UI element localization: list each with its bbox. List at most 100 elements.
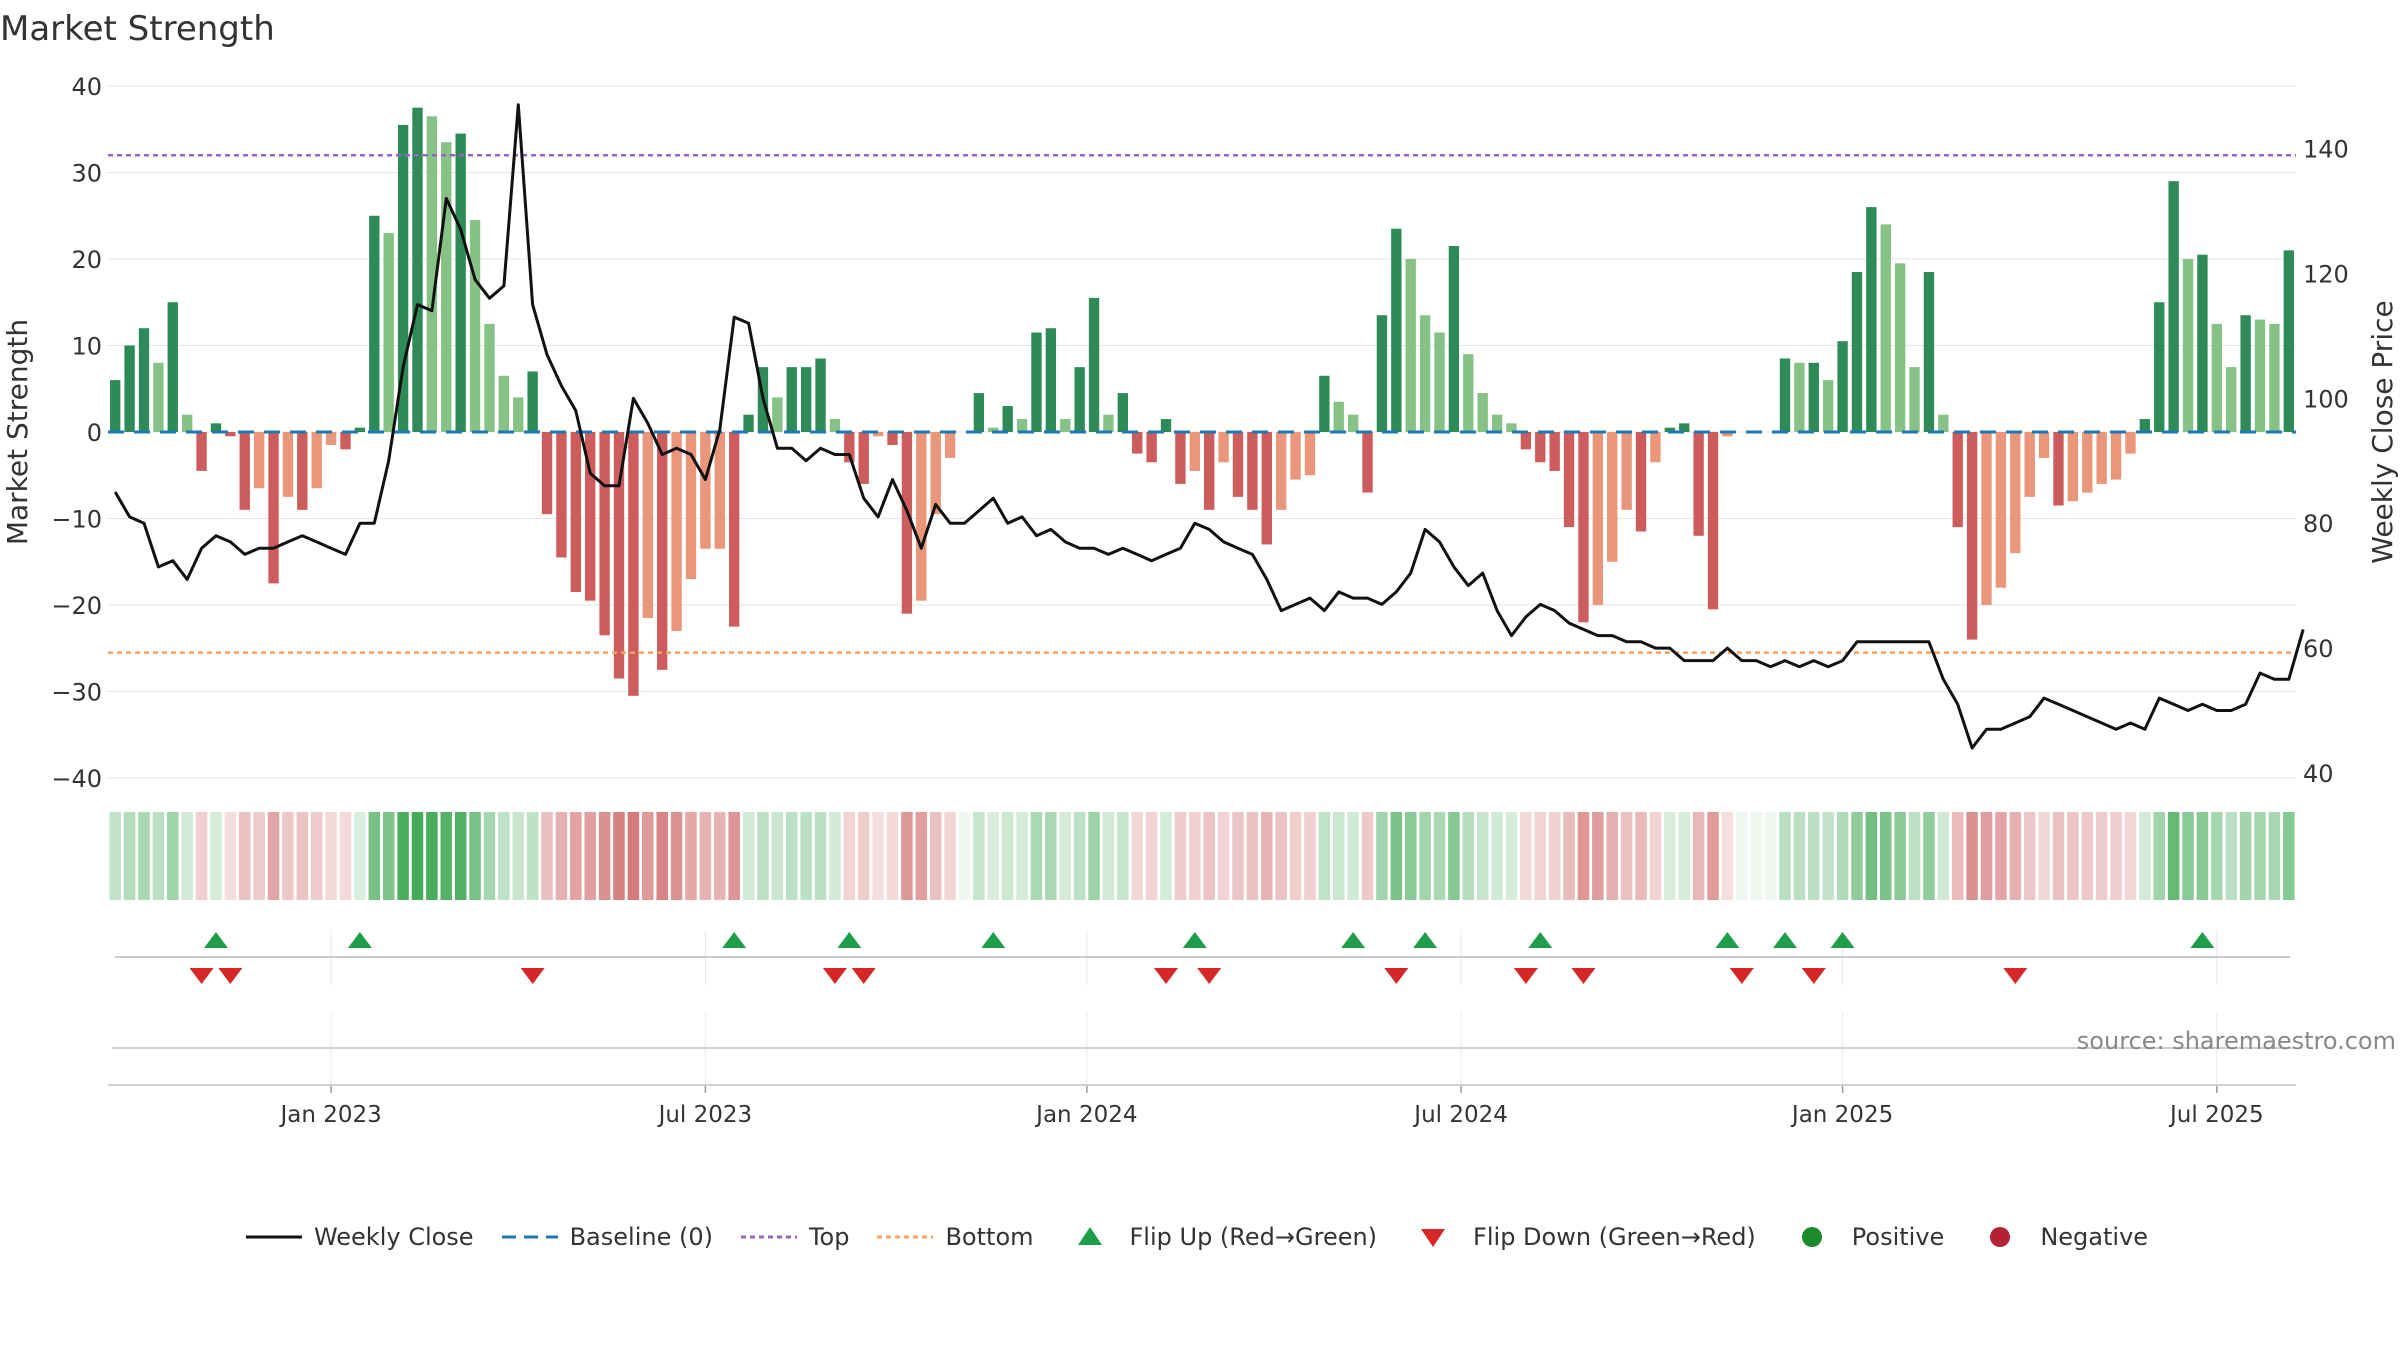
heat-cell [555,812,568,900]
heat-cell [829,812,841,900]
heat-cell [886,812,899,900]
axes: 403020100−10−20−30−40140120100806040Mark… [1,73,2399,1128]
strength-bar [1894,263,1906,432]
heat-cell [1347,812,1359,900]
strength-bar [210,423,222,432]
y-tick-label-left: 30 [71,160,102,188]
weekly-close-series [113,103,2305,750]
strength-bar [1160,419,1172,432]
heat-cell [1750,812,1762,900]
strength-bar [570,432,582,593]
y-tick-label-left: −30 [51,679,102,707]
legend-flip-up-label: Flip Up (Red→Green) [1129,1223,1378,1251]
strength-bar [1304,432,1316,476]
heat-cell [2196,812,2209,900]
legend-negative: Negative [1970,1223,2148,1251]
heat-cell [2239,812,2252,900]
heat-cell [843,812,856,900]
strength-bar [1794,362,1805,432]
heat-cell [2182,812,2194,900]
strength-bar [282,432,294,497]
heat-cell [1376,812,1388,900]
strength-bar [2269,323,2280,432]
heat-cell [2023,812,2036,900]
y-tick-label-right: 60 [2303,635,2334,663]
heat-cell [1649,812,1662,900]
heat-cell [1117,812,1129,900]
strength-bar [1319,375,1330,432]
legend-top-label: Top [808,1223,850,1251]
strength-bar [556,432,567,558]
strength-bar [124,345,135,432]
strength-bar [1419,315,1431,432]
strength-bar [1549,432,1560,471]
strength-bar [2283,250,2294,432]
strength-bar [973,393,985,432]
x-tick-label: Jan 2023 [278,1102,381,1128]
strength-bar [2125,432,2136,454]
sign-dots-panel [108,1012,2296,1086]
strength-bar [1088,297,1100,432]
y-tick-label-left: −40 [51,765,102,793]
strength-bar [412,107,423,432]
strength-bar [1866,207,1877,432]
heat-cell [2268,812,2281,900]
heat-cell [1174,812,1187,900]
heat-cell [2124,812,2137,900]
flip-up-marker [1341,932,1366,948]
heat-cell [1966,812,1978,900]
heat-cell [123,812,136,900]
heat-cell [138,812,150,900]
heat-cell [1808,812,1820,900]
strength-bar [728,432,740,627]
heat-cell [2283,812,2295,900]
heat-cell [2139,812,2151,900]
y-tick-label-right: 120 [2303,260,2349,288]
heat-cell [699,812,712,900]
heat-cell [397,812,409,900]
strength-bar [1002,406,1013,432]
flip-down-marker [189,968,214,984]
heat-cell [1045,812,1057,900]
heat-cell [728,812,740,900]
strength-bar [700,432,711,549]
heat-cell [901,812,913,900]
heat-cell [857,812,870,900]
heat-cell [1721,812,1734,900]
heat-cell [973,812,985,900]
heat-cell [1534,812,1547,900]
strength-bar [1362,432,1373,493]
heat-cell [1332,812,1345,900]
legend: Weekly Close Baseline (0) Top Bottom Fli… [0,1212,2400,1262]
heat-cell [282,812,294,900]
strength-bar [2053,432,2064,506]
y-tick-label-left: 0 [87,419,102,447]
strength-bar [1463,354,1474,432]
strength-bar [1132,432,1143,454]
x-tick-label: Jul 2023 [657,1102,753,1128]
y-tick-label-right: 140 [2303,135,2349,163]
heat-cell [253,812,265,900]
strength-bar [613,432,625,679]
strength-bar [1477,393,1488,432]
flip-up-marker [1528,932,1553,948]
circle-icon [1970,1225,2030,1249]
heat-cell [1822,812,1834,900]
heat-cell [454,812,467,900]
flip-down-marker [1513,968,1538,984]
x-tick-label: Jan 2025 [1790,1102,1893,1128]
heat-cell [296,812,309,900]
flip-markers-panel [115,930,2290,985]
heat-cell [1448,812,1460,900]
y-axis-title-right: Weekly Close Price [2366,300,2399,563]
y-tick-label-right: 100 [2303,385,2349,413]
x-tick-label: Jul 2024 [1412,1102,1508,1128]
flip-down-marker [218,968,243,984]
strength-bar [1578,432,1589,623]
heat-cell [498,812,510,900]
heat-cell [915,812,928,900]
strength-bar [1491,414,1503,432]
strength-bar [2096,432,2107,484]
strength-bar [1995,432,2007,588]
strength-bar [1218,432,1229,463]
